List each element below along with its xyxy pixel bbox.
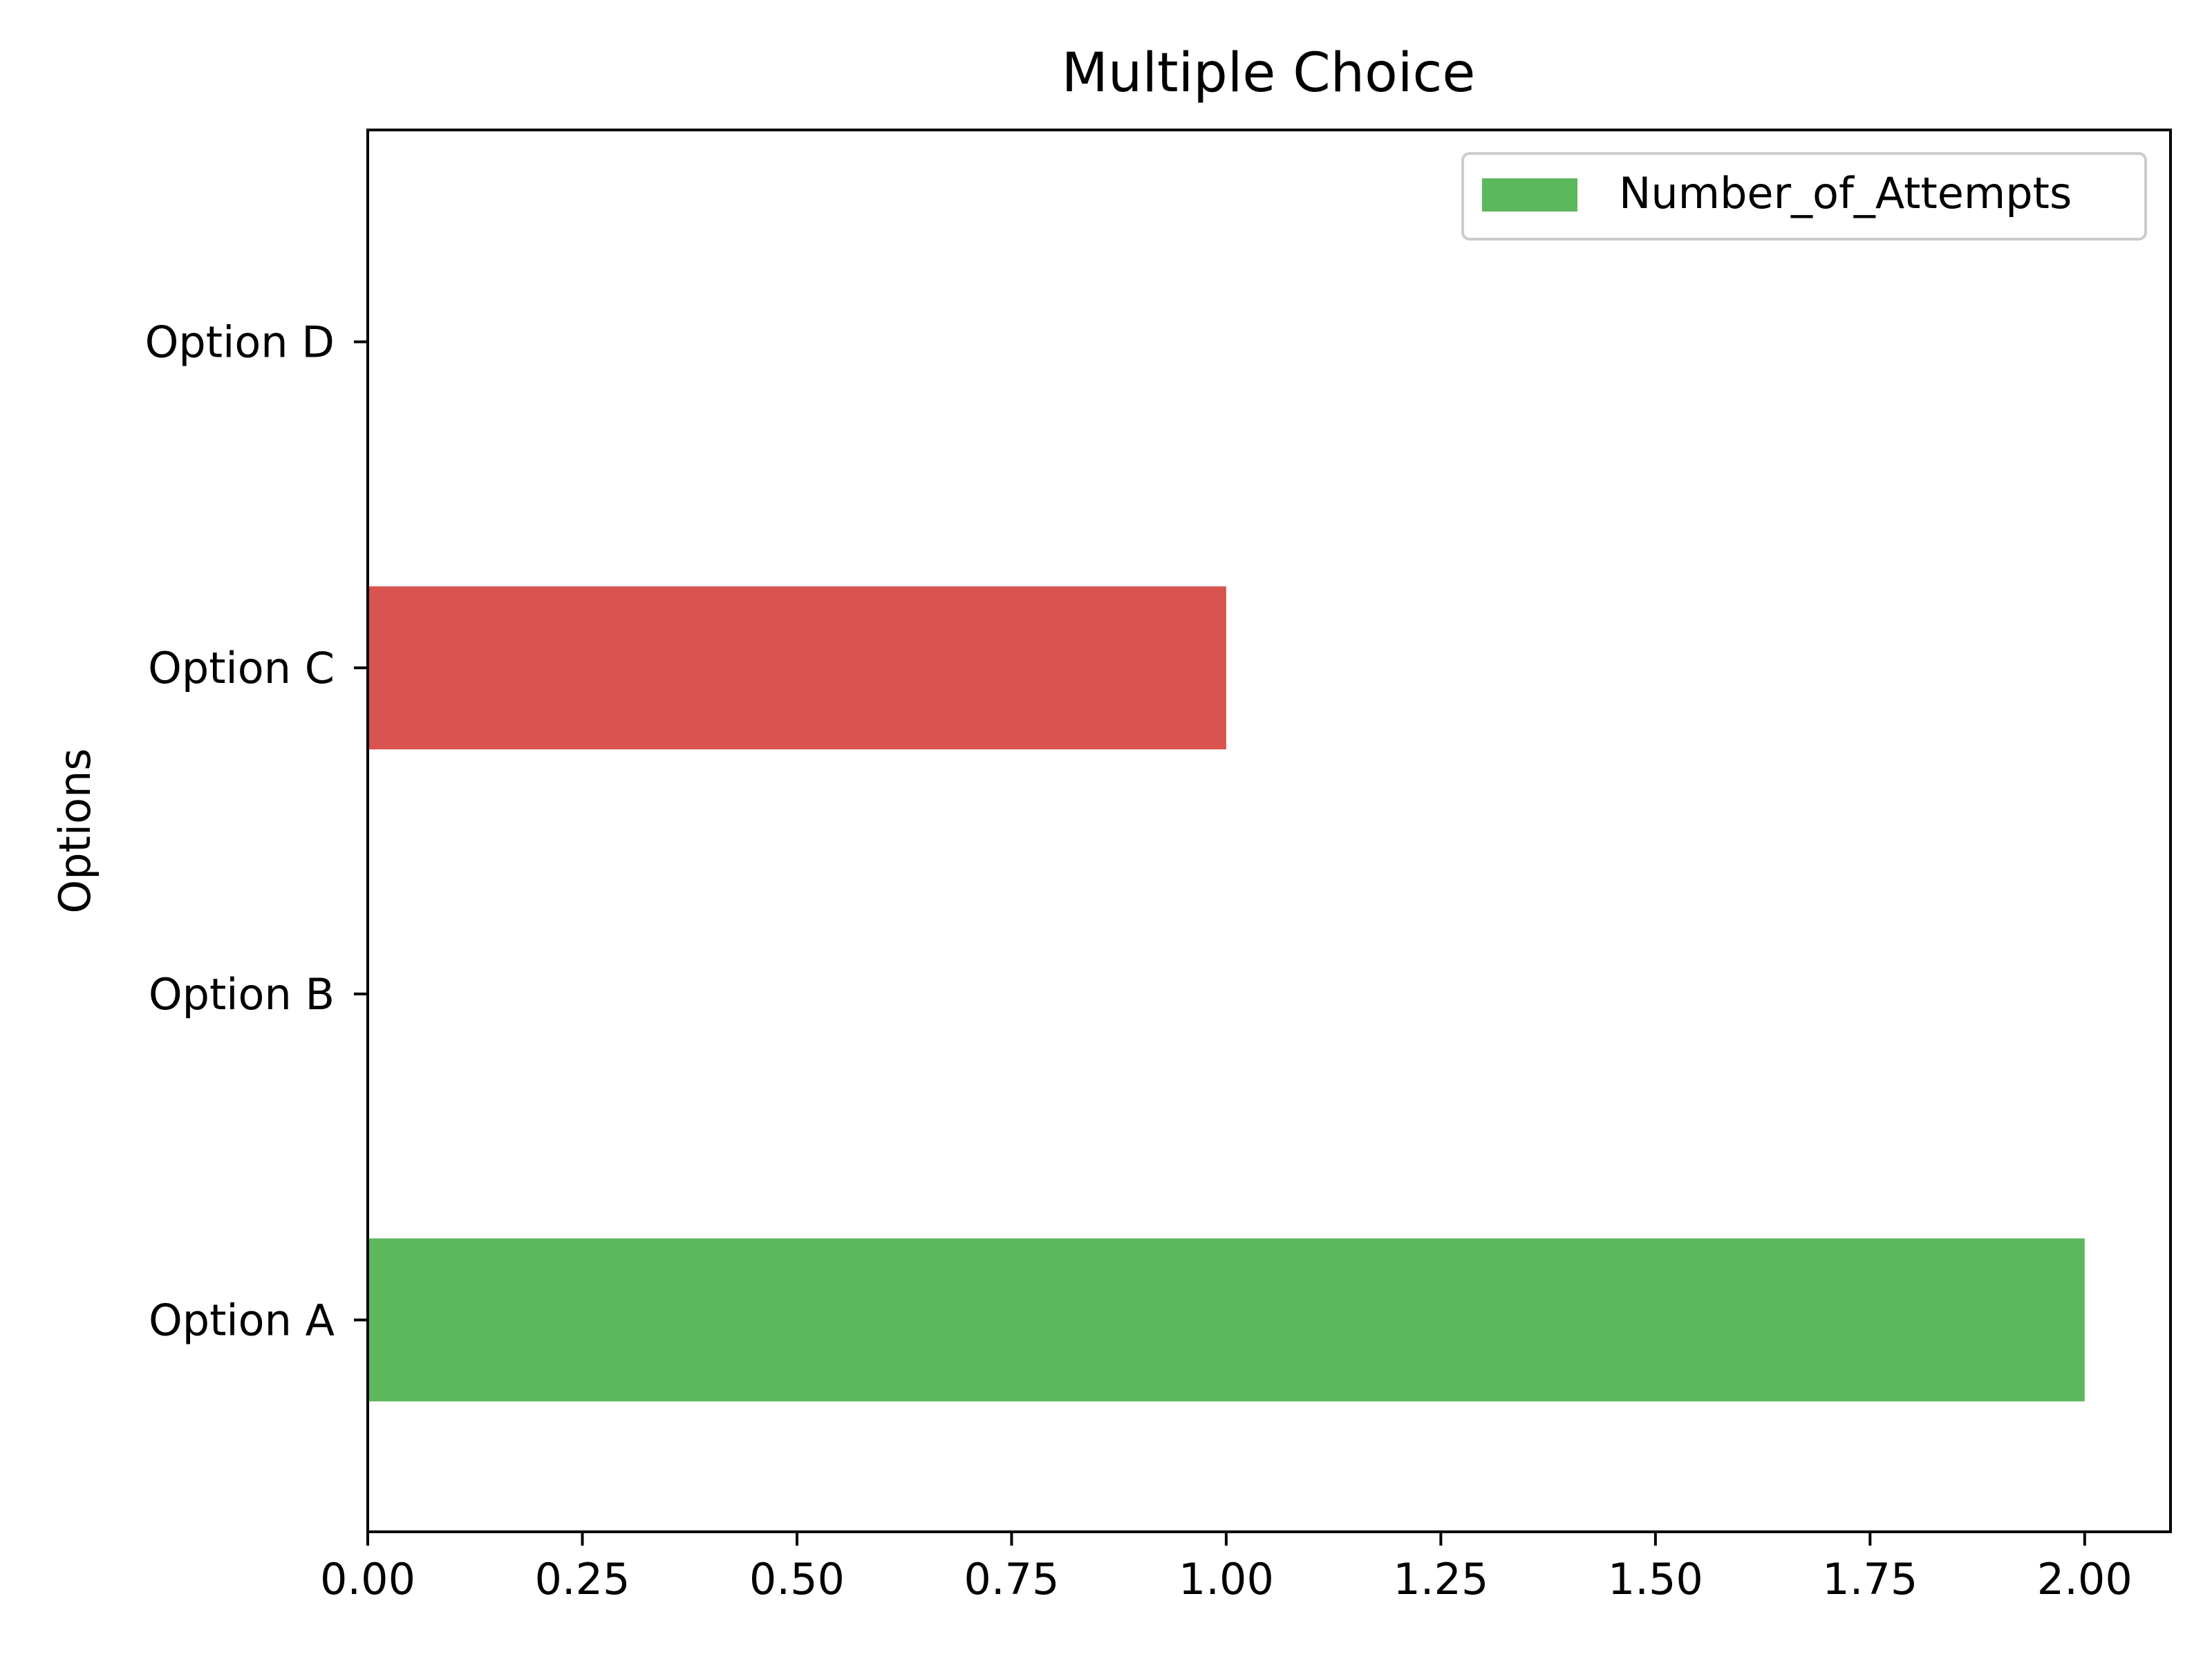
legend: Number_of_Attempts <box>1461 152 2147 241</box>
x-tick-label: 0.00 <box>320 1554 415 1604</box>
x-ticks: 0.00 0.25 0.50 0.75 1.00 1.25 1.50 1.75 2.00 <box>320 1532 2133 1604</box>
x-tick-label: 1.25 <box>1393 1554 1488 1604</box>
legend-swatch <box>1482 178 1577 212</box>
x-tick-label: 0.25 <box>534 1554 630 1604</box>
y-axis-label: Options <box>50 748 100 913</box>
x-tick-label: 1.00 <box>1179 1554 1274 1604</box>
bar-option-c <box>368 586 1226 750</box>
x-tick-label: 0.75 <box>964 1554 1059 1604</box>
y-tick-label: Option A <box>149 1295 335 1345</box>
bar-option-a <box>368 1238 2085 1402</box>
x-tick-label: 1.50 <box>1608 1554 1703 1604</box>
y-ticks: Option A Option B Option C Option D <box>145 317 368 1345</box>
chart-title: Multiple Choice <box>1062 42 1476 104</box>
x-tick-label: 1.75 <box>1822 1554 1918 1604</box>
plot-frame <box>366 129 2172 1533</box>
legend-box <box>1461 152 2147 241</box>
y-tick-label: Option D <box>145 317 335 368</box>
bars-layer <box>368 586 2085 1402</box>
y-tick-label: Option C <box>148 643 335 693</box>
x-tick-label: 2.00 <box>2037 1554 2133 1604</box>
legend-label: Number_of_Attempts <box>1619 168 2072 218</box>
y-tick-label: Option B <box>149 969 335 1020</box>
x-tick-label: 0.50 <box>749 1554 845 1604</box>
